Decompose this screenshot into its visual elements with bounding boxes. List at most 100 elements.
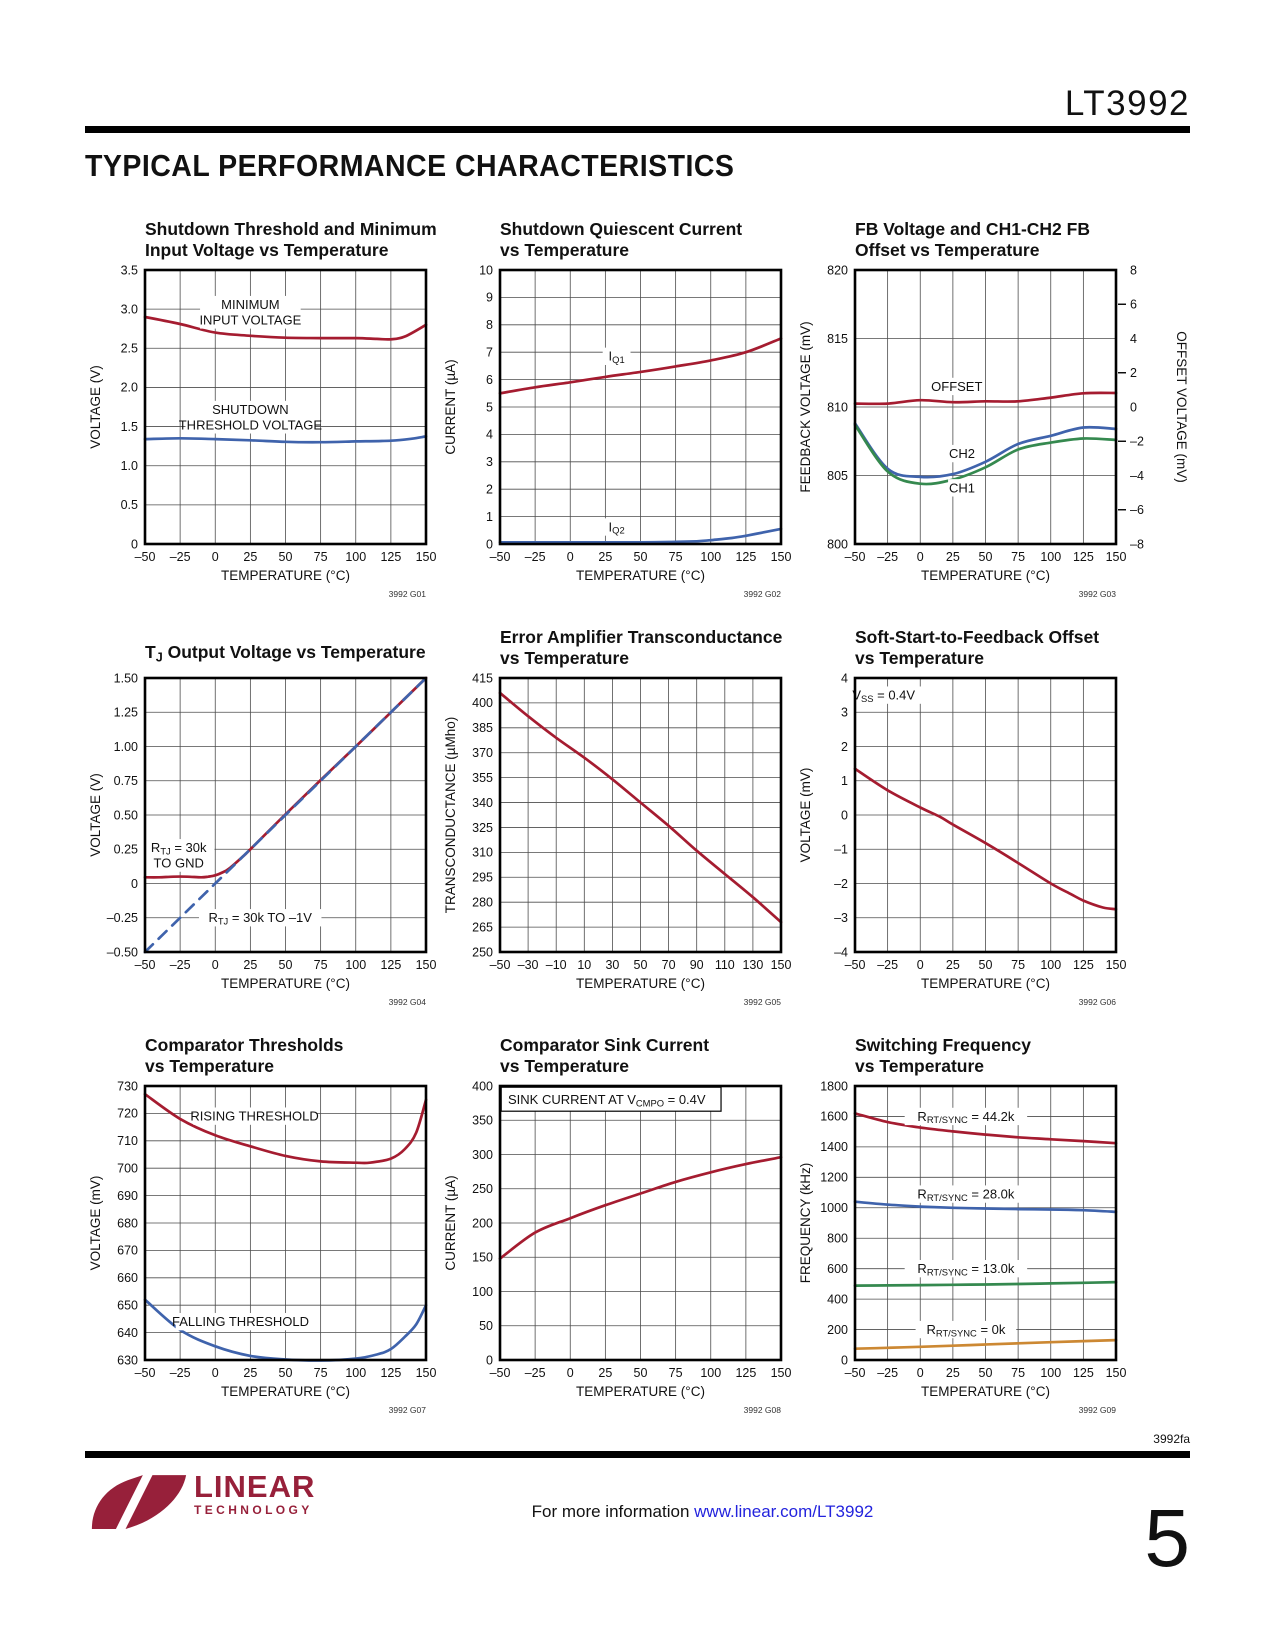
svg-text:150: 150	[771, 958, 792, 972]
svg-text:400: 400	[472, 1079, 493, 1093]
plot-frame	[853, 268, 1118, 546]
svg-text:–6: –6	[1130, 503, 1144, 517]
svg-text:–3: –3	[834, 911, 848, 925]
svg-text:7: 7	[486, 346, 493, 360]
series	[498, 1155, 783, 1260]
svg-text:4: 4	[1130, 332, 1137, 346]
svg-text:TEMPERATURE (°C): TEMPERATURE (°C)	[221, 1384, 350, 1399]
svg-text:150: 150	[472, 1251, 493, 1265]
svg-text:125: 125	[1073, 958, 1094, 972]
svg-text:90: 90	[690, 958, 704, 972]
chart-watermark: 3992 G01	[389, 589, 427, 599]
chart-annotation: VSS = 0.4V	[852, 688, 915, 704]
svg-text:1.25: 1.25	[114, 706, 138, 720]
chart-canvas-g08: SINK CURRENT AT VCMPO = 0.4V –50 –25 0 25 50 7…	[443, 1079, 792, 1415]
svg-text:125: 125	[380, 550, 401, 564]
charts-grid: Shutdown Threshold and Minimum Input Volt…	[85, 204, 1190, 1418]
chart-title: Comparator Thresholds vs Temperature	[145, 1035, 344, 1076]
svg-text:25: 25	[946, 958, 960, 972]
x-axis: –50 –25 0 25 50 75 100 125 150 TEMPERATURE (°C)	[490, 1366, 792, 1399]
chart-3992-g04: TJ Output Voltage vs Temperature RTJ = 30…	[85, 612, 440, 1010]
x-axis: –50 –25 0 25 50 75 100 125 150 TEMPERATURE (°C)	[135, 550, 437, 583]
x-axis: –50 –25 0 25 50 75 100 125 150 TEMPERATURE (°C)	[135, 1366, 437, 1399]
svg-text:355: 355	[472, 771, 493, 785]
svg-text:–25: –25	[877, 958, 898, 972]
chart-annotation: RRT/SYNC = 0k	[926, 1322, 1005, 1338]
svg-text:0: 0	[1130, 400, 1137, 414]
chart-watermark: 3992 G03	[1079, 589, 1117, 599]
chart-title: Error Amplifier Transconductance vs Tempe…	[500, 627, 783, 668]
svg-text:0: 0	[567, 550, 574, 564]
chart-title: Shutdown Quiescent Current vs Temperature	[500, 219, 743, 260]
svg-text:9: 9	[486, 291, 493, 305]
svg-text:–25: –25	[525, 1366, 546, 1380]
svg-text:TEMPERATURE (°C): TEMPERATURE (°C)	[576, 568, 705, 583]
svg-text:150: 150	[416, 550, 437, 564]
plot-frame	[143, 1084, 428, 1362]
chart-annotation: MINIMUM	[221, 297, 280, 312]
svg-text:125: 125	[1073, 1366, 1094, 1380]
svg-text:100: 100	[700, 1366, 721, 1380]
series-ch2	[853, 422, 1118, 479]
svg-text:–25: –25	[170, 1366, 191, 1380]
chart-title: Shutdown Threshold and Minimum Input Volt…	[145, 219, 437, 260]
svg-text:50: 50	[634, 550, 648, 564]
svg-text:0: 0	[486, 1353, 493, 1367]
svg-text:400: 400	[827, 1292, 848, 1306]
svg-text:710: 710	[117, 1134, 138, 1148]
footer-link[interactable]: www.linear.com/LT3992	[694, 1502, 874, 1521]
svg-text:1.0: 1.0	[121, 459, 138, 473]
svg-text:–50: –50	[490, 1366, 511, 1380]
svg-text:0.25: 0.25	[114, 843, 138, 857]
svg-text:75: 75	[314, 1366, 328, 1380]
x-axis: –50 –25 0 25 50 75 100 125 150 TEMPERATURE (°C)	[135, 958, 437, 991]
chart-3992-g02: Shutdown Quiescent Current vs Temperature…	[440, 204, 795, 602]
svg-text:50: 50	[479, 1319, 493, 1333]
chart-watermark: 3992 G07	[389, 1405, 427, 1415]
svg-text:200: 200	[472, 1216, 493, 1230]
logo-text: LINEAR TECHNOLOGY	[194, 1471, 315, 1518]
svg-text:125: 125	[735, 1366, 756, 1380]
svg-text:680: 680	[117, 1216, 138, 1230]
chart-title: Soft-Start-to-Feedback Offset vs Temperat…	[855, 627, 1100, 668]
svg-text:25: 25	[243, 550, 257, 564]
chart-watermark: 3992 G08	[744, 1405, 782, 1415]
x-axis: –50 –25 0 25 50 75 100 125 150 TEMPERATURE (°C)	[845, 1366, 1127, 1399]
svg-text:0: 0	[841, 1353, 848, 1367]
svg-text:1.5: 1.5	[121, 420, 138, 434]
series	[853, 767, 1118, 911]
svg-text:–50: –50	[845, 1366, 866, 1380]
svg-text:800: 800	[827, 1232, 848, 1246]
series-shutdown-threshold-voltage	[143, 435, 428, 444]
chart-watermark: 3992 G09	[1079, 1405, 1117, 1415]
y2-axis: 8 6 4 2 0 –2 –4 –6 –8 OFFSET VOLTAGE (mV)	[1118, 263, 1189, 551]
chart-watermark: 3992 G06	[1079, 997, 1117, 1007]
svg-text:–25: –25	[877, 550, 898, 564]
series-ss-to-fb-offset	[853, 767, 1118, 911]
plot-frame	[853, 1084, 1118, 1362]
x-axis: –50 –30 –10 10 30 50 70 90 110 130 150 TEMPERATURE …	[490, 958, 792, 991]
svg-text:50: 50	[279, 958, 293, 972]
svg-text:200: 200	[827, 1323, 848, 1337]
svg-text:TEMPERATURE (°C): TEMPERATURE (°C)	[221, 568, 350, 583]
svg-text:–50: –50	[490, 550, 511, 564]
svg-text:0: 0	[917, 550, 924, 564]
svg-text:810: 810	[827, 400, 848, 414]
svg-text:–1: –1	[834, 843, 848, 857]
svg-text:25: 25	[598, 1366, 612, 1380]
chart-annotation: RRT/SYNC = 44.2k	[917, 1109, 1014, 1125]
svg-text:100: 100	[345, 550, 366, 564]
svg-text:1200: 1200	[820, 1171, 848, 1185]
series-rising-threshold	[143, 1092, 428, 1165]
chart-canvas-g07: RISING THRESHOLD FALLING THRESHOLD –50 –25 0…	[88, 1079, 437, 1415]
svg-text:2: 2	[486, 483, 493, 497]
chart-watermark: 3992 G04	[389, 997, 427, 1007]
chart-annotation: RISING THRESHOLD	[190, 1109, 318, 1124]
chart-3992-g05: Error Amplifier Transconductance vs Tempe…	[440, 612, 795, 1010]
svg-text:0.5: 0.5	[121, 498, 138, 512]
svg-text:TEMPERATURE (°C): TEMPERATURE (°C)	[221, 976, 350, 991]
svg-text:400: 400	[472, 696, 493, 710]
